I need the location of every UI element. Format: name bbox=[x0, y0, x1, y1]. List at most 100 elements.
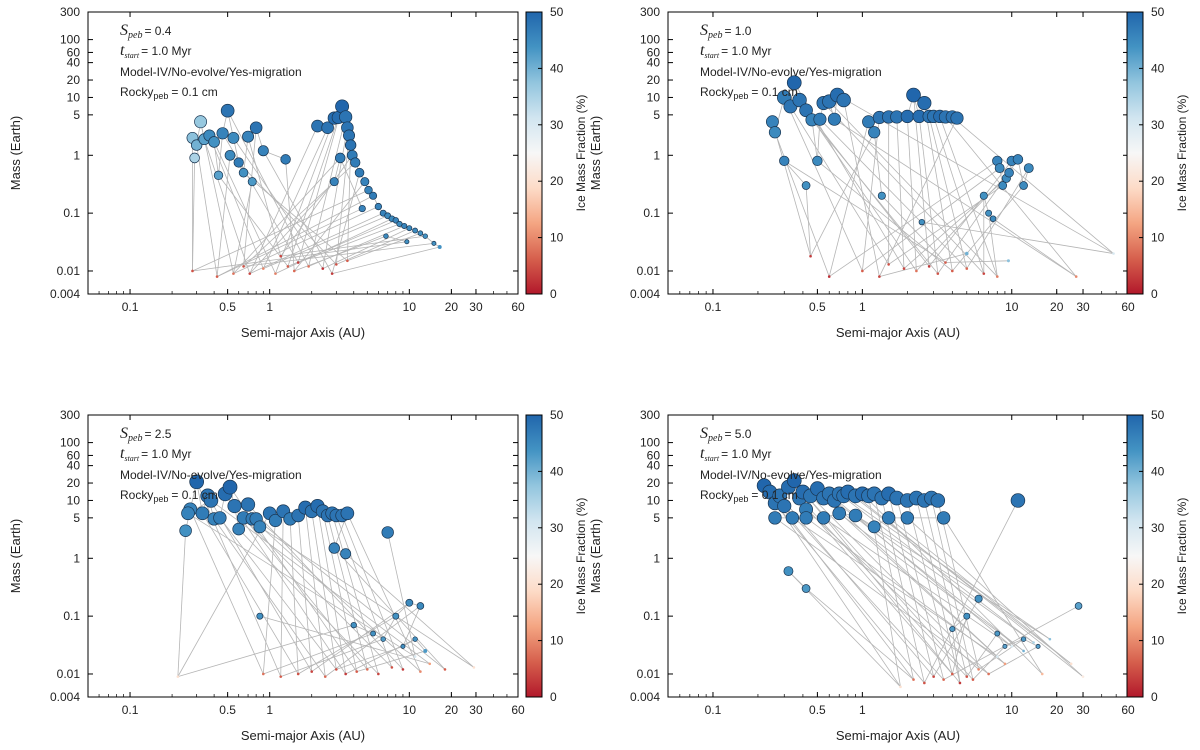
rocky-peb-annotation: Rockypeb = 0.1 cm bbox=[120, 85, 218, 101]
t-subscript: start bbox=[704, 454, 719, 463]
planet-final-point bbox=[906, 87, 921, 103]
s-value: = 0.4 bbox=[144, 24, 171, 38]
t-start-annotation: tstart = 1.0 Myr bbox=[700, 42, 771, 60]
migration-line bbox=[805, 509, 979, 670]
planet-final-point bbox=[1010, 493, 1026, 508]
s-peb-annotation: Speb = 2.5 bbox=[120, 425, 172, 444]
migration-line bbox=[881, 497, 925, 684]
planet-final-point bbox=[240, 497, 256, 512]
y-tick-label: 5 bbox=[653, 108, 660, 122]
x-tick-label: 1 bbox=[859, 300, 866, 314]
planet-final-point bbox=[867, 520, 881, 534]
rocky-value: = 0.1 cm bbox=[171, 488, 217, 502]
migration-line bbox=[233, 181, 253, 274]
planet-final-point bbox=[329, 177, 339, 187]
planet-final-point bbox=[280, 154, 291, 165]
colorbar bbox=[1126, 414, 1144, 698]
y-axis-label: Mass (Earth) bbox=[8, 519, 23, 593]
planet-final-point bbox=[1020, 636, 1027, 642]
embryo-initial-point bbox=[1069, 662, 1073, 666]
planet-final-point bbox=[189, 152, 200, 164]
planet-final-point bbox=[1004, 167, 1014, 178]
y-tick-label: 0.004 bbox=[50, 690, 80, 704]
planet-final-point bbox=[1002, 643, 1008, 649]
migration-line bbox=[811, 119, 939, 274]
embryo-initial-point bbox=[274, 272, 277, 275]
planet-final-point bbox=[364, 185, 373, 195]
planet-final-point bbox=[974, 594, 983, 603]
migration-line bbox=[289, 518, 299, 675]
migration-line bbox=[843, 100, 880, 277]
migration-line bbox=[916, 172, 1010, 272]
s-symbol: S bbox=[120, 425, 128, 442]
planet-final-point bbox=[918, 218, 925, 226]
migration-line bbox=[828, 160, 998, 277]
embryo-initial-point bbox=[261, 672, 265, 676]
planet-final-point bbox=[179, 524, 192, 537]
planet-final-point bbox=[381, 526, 394, 539]
rocky-subscript: peb bbox=[733, 91, 748, 101]
migration-line bbox=[322, 227, 410, 269]
y-tick-label: 1 bbox=[653, 148, 660, 162]
embryo-initial-point bbox=[899, 685, 902, 689]
embryo-initial-point bbox=[428, 662, 432, 666]
planet-final-point bbox=[768, 126, 782, 139]
migration-line bbox=[805, 185, 811, 257]
migration-line bbox=[907, 517, 1084, 677]
colorbar-label: Ice Mass Fraction (%) bbox=[1175, 498, 1189, 615]
colorbar-tick-label: 10 bbox=[550, 634, 564, 648]
x-tick-label: 0.1 bbox=[122, 703, 139, 717]
colorbar-tick-label: 10 bbox=[1151, 231, 1165, 245]
y-tick-label: 10 bbox=[647, 90, 661, 104]
s-subscript: peb bbox=[707, 30, 722, 41]
migration-line bbox=[234, 505, 368, 670]
y-tick-label: 10 bbox=[67, 493, 81, 507]
s-value: = 1.0 bbox=[724, 24, 751, 38]
planet-final-point bbox=[268, 513, 283, 528]
y-tick-label: 100 bbox=[640, 436, 660, 450]
planet-final-point bbox=[777, 498, 792, 514]
planet-final-point bbox=[799, 103, 813, 118]
s-symbol: S bbox=[120, 22, 128, 39]
planet-final-point bbox=[1023, 163, 1034, 174]
colorbar-tick-label: 40 bbox=[1151, 61, 1165, 75]
neighbor-line bbox=[1004, 638, 1024, 647]
embryo-initial-point bbox=[932, 675, 935, 678]
planet-final-point bbox=[400, 643, 406, 649]
embryo-initial-point bbox=[321, 267, 325, 270]
planet-final-point bbox=[812, 155, 823, 167]
rocky-peb-annotation: Rockypeb = 0.1 cm bbox=[700, 488, 798, 504]
migration-line bbox=[921, 221, 1114, 254]
x-tick-label: 0.5 bbox=[809, 300, 826, 314]
migration-line bbox=[298, 223, 400, 263]
x-axis-label: Semi-major Axis (AU) bbox=[241, 728, 365, 743]
y-tick-label: 40 bbox=[647, 459, 661, 473]
x-tick-label: 20 bbox=[445, 300, 459, 314]
embryo-initial-point bbox=[1022, 649, 1025, 653]
migration-line bbox=[280, 235, 426, 257]
migration-line bbox=[810, 495, 989, 675]
planet-final-point bbox=[917, 95, 932, 111]
embryo-initial-point bbox=[1040, 672, 1044, 676]
x-tick-label: 60 bbox=[1121, 703, 1135, 717]
migration-line bbox=[341, 515, 404, 670]
neighbor-line bbox=[353, 624, 374, 634]
migration-line bbox=[322, 511, 358, 672]
embryo-initial-point bbox=[971, 678, 975, 681]
migration-line bbox=[335, 515, 393, 668]
migration-line bbox=[243, 242, 434, 267]
x-tick-label: 30 bbox=[469, 300, 483, 314]
embryo-initial-point bbox=[401, 668, 405, 671]
t-symbol: t bbox=[120, 42, 125, 59]
embryo-initial-point bbox=[936, 272, 940, 275]
y-tick-label: 0.1 bbox=[63, 609, 80, 623]
migration-lines bbox=[177, 481, 475, 678]
y-tick-label: 0.01 bbox=[637, 667, 661, 681]
model-annotation: Model-IV/No-evolve/Yes-migration bbox=[700, 468, 882, 482]
migration-line bbox=[879, 253, 967, 277]
t-start-annotation: tstart = 1.0 Myr bbox=[120, 42, 191, 60]
t-start-annotation: tstart = 1.0 Myr bbox=[700, 445, 771, 463]
planet-final-point bbox=[253, 520, 267, 534]
migration-line bbox=[772, 121, 811, 257]
